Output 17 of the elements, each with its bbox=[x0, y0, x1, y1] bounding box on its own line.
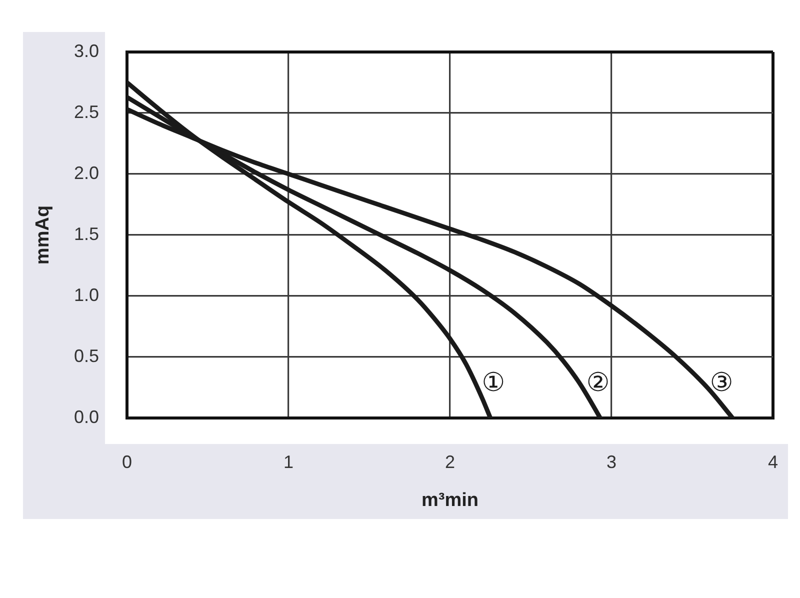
y-tick-label: 1.5 bbox=[74, 224, 99, 244]
y-tick-label: 0.0 bbox=[74, 406, 99, 427]
y-axis-title: mmAq bbox=[32, 205, 54, 265]
y-tick-label: 0.5 bbox=[74, 346, 99, 366]
x-tick-label: 4 bbox=[768, 452, 778, 472]
y-tick-label: 2.0 bbox=[74, 162, 99, 183]
series-label: ① bbox=[482, 368, 506, 398]
x-tick-label: 3 bbox=[606, 452, 617, 472]
y-tick-label: 1.0 bbox=[74, 284, 99, 305]
x-tick-label: 2 bbox=[444, 452, 456, 472]
y-tick-label: 2.5 bbox=[74, 102, 99, 122]
series-label: ③ bbox=[710, 368, 734, 398]
x-tick-label: 1 bbox=[283, 452, 294, 472]
x-tick-label: 0 bbox=[122, 452, 132, 472]
x-axis-title: m³min bbox=[422, 490, 478, 511]
series-label: ② bbox=[586, 368, 610, 398]
y-tick-label: 3.0 bbox=[74, 40, 99, 61]
